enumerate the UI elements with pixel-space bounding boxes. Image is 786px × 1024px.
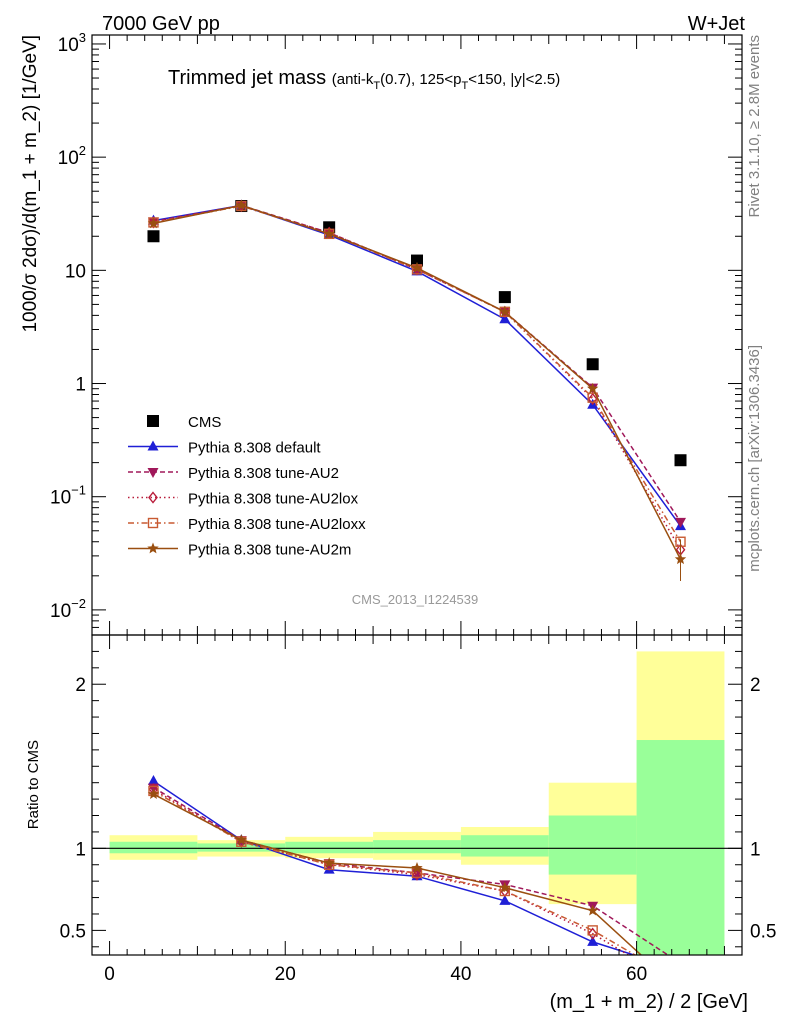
ratio-ytick-label-left-0: 0.5 bbox=[60, 921, 86, 942]
ratio-frame bbox=[91, 634, 743, 956]
legend-marker-2 bbox=[147, 468, 159, 478]
legend-label-1: Pythia 8.308 default bbox=[188, 440, 321, 457]
ratio-point-4-5 bbox=[587, 904, 599, 916]
main-ytick-label-2: 1 bbox=[75, 375, 86, 396]
ratio-point-3-6 bbox=[676, 977, 685, 986]
header-right: W+Jet bbox=[688, 13, 746, 35]
legend-label-4: Pythia 8.308 tune-AU2loxx bbox=[188, 516, 366, 533]
main-ytick-label-4: 102 bbox=[58, 143, 86, 169]
ratio-band-green-6 bbox=[636, 740, 725, 955]
ratio-y-axis-label: Ratio to CMS bbox=[25, 740, 42, 829]
axes: 10−2 10−1 1 10 102 103 0 20 40 60 0.5 0.5 1 1 2 2 bbox=[50, 30, 776, 985]
legend-marker-1 bbox=[147, 440, 159, 451]
ratio-point-4-2 bbox=[323, 857, 335, 868]
ratio-band-green-2 bbox=[285, 841, 374, 854]
ratio-band-green-4 bbox=[460, 835, 549, 857]
ratio-point-2-3 bbox=[412, 868, 422, 881]
main-point-0-0 bbox=[147, 230, 160, 243]
main-series-5 bbox=[147, 199, 687, 565]
legend-marker-5 bbox=[147, 542, 159, 554]
main-point-0-5 bbox=[586, 358, 599, 371]
ratio-band-green-0 bbox=[109, 841, 198, 854]
legend-item-4: Pythia 8.308 tune-AU2loxx bbox=[128, 516, 366, 533]
main-point-0-3 bbox=[411, 254, 423, 267]
main-series bbox=[147, 199, 687, 581]
ratio-ytick-label-left-2: 2 bbox=[75, 675, 86, 696]
ratio-band-green-5 bbox=[548, 815, 637, 875]
main-point-0-6 bbox=[674, 454, 687, 467]
x-axis-label: (m_1 + m_2) / 2 [GeV] bbox=[550, 991, 748, 1013]
rivet-label: Rivet 3.1.10, ≥ 2.8M events bbox=[746, 35, 763, 218]
main-point-5-2 bbox=[323, 227, 335, 239]
main-point-3-5 bbox=[587, 392, 598, 406]
ratio-point-4-4 bbox=[499, 881, 511, 893]
main-ytick-label-0: 10−2 bbox=[50, 596, 86, 622]
ratio-series bbox=[147, 775, 686, 991]
main-point-5-1 bbox=[235, 199, 247, 211]
legend: CMS Pythia 8.308 default Pythia 8.308 tune… bbox=[128, 414, 366, 559]
ratio-point-3-5 bbox=[587, 925, 598, 936]
ratio-point-2-5 bbox=[587, 927, 598, 940]
ratio-ytick-label-right-1: 1 bbox=[750, 839, 761, 860]
main-point-5-3 bbox=[411, 261, 423, 273]
legend-item-1: Pythia 8.308 default bbox=[128, 440, 321, 457]
ratio-ytick-label-right-2: 2 bbox=[750, 675, 761, 696]
ratio-point-4-3 bbox=[411, 862, 423, 873]
main-point-1-4 bbox=[499, 313, 511, 324]
ratio-point-0-0 bbox=[147, 775, 159, 786]
header-left: 7000 GeV pp bbox=[102, 13, 220, 35]
ratio-point-4-0 bbox=[147, 788, 160, 799]
ratio-point-0-4 bbox=[499, 894, 511, 905]
legend-label-3: Pythia 8.308 tune-AU2lox bbox=[188, 491, 359, 508]
main-title: Trimmed jet mass (anti-kT(0.7), 125<pT<1… bbox=[168, 67, 560, 92]
main-series-0 bbox=[147, 200, 687, 467]
main-point-0-4 bbox=[498, 291, 511, 304]
main-ytick-label-5: 103 bbox=[58, 30, 86, 56]
ratio-point-0-5 bbox=[587, 935, 599, 946]
ratio-uncertainty-bands bbox=[92, 651, 742, 955]
legend-label-5: Pythia 8.308 tune-AU2m bbox=[188, 542, 351, 559]
legend-item-0: CMS bbox=[147, 414, 221, 431]
ratio-point-2-6 bbox=[677, 981, 685, 991]
main-point-5-5 bbox=[587, 382, 599, 394]
x-tick-label-1: 20 bbox=[275, 964, 296, 985]
main-ytick-label-1: 10−1 bbox=[50, 483, 86, 509]
legend-item-2: Pythia 8.308 tune-AU2 bbox=[128, 465, 339, 482]
legend-item-5: Pythia 8.308 tune-AU2m bbox=[128, 542, 351, 559]
main-point-2-6 bbox=[675, 517, 687, 528]
main-point-5-4 bbox=[499, 305, 511, 317]
ratio-point-1-6 bbox=[675, 959, 686, 969]
main-ytick-label-3: 10 bbox=[65, 261, 86, 282]
main-y-axis-label: 1000/σ 2dσ)/d(m_1 + m_2) [1/GeV] bbox=[20, 35, 41, 333]
legend-label-2: Pythia 8.308 tune-AU2 bbox=[188, 465, 339, 482]
main-point-5-0 bbox=[147, 217, 160, 229]
main-title-text: Trimmed jet mass bbox=[168, 67, 326, 89]
ratio-line-2 bbox=[153, 788, 630, 955]
mcplots-label: mcplots.cern.ch [arXiv:1306.3436] bbox=[746, 345, 763, 572]
legend-marker-4 bbox=[147, 517, 159, 529]
legend-marker-3 bbox=[148, 491, 158, 504]
ratio-point-0-6 bbox=[675, 964, 686, 974]
legend-item-3: Pythia 8.308 tune-AU2lox bbox=[128, 491, 359, 508]
main-subtitle: (anti-kT(0.7), 125<pT<150, |y|<2.5) bbox=[332, 71, 561, 92]
x-tick-label-3: 60 bbox=[626, 964, 647, 985]
ratio-point-4-1 bbox=[235, 834, 247, 845]
ratio-series-4 bbox=[147, 788, 643, 955]
x-tick-label-2: 40 bbox=[450, 964, 471, 985]
legend-label-0: CMS bbox=[188, 414, 221, 431]
ratio-ytick-label-right-0: 0.5 bbox=[750, 921, 776, 942]
x-tick-label-0: 0 bbox=[104, 964, 115, 985]
ratio-ytick-label-left-1: 1 bbox=[75, 839, 86, 860]
analysis-label: CMS_2013_I1224539 bbox=[352, 592, 479, 607]
ratio-band-green-3 bbox=[373, 840, 461, 854]
legend-marker-0 bbox=[147, 415, 159, 427]
